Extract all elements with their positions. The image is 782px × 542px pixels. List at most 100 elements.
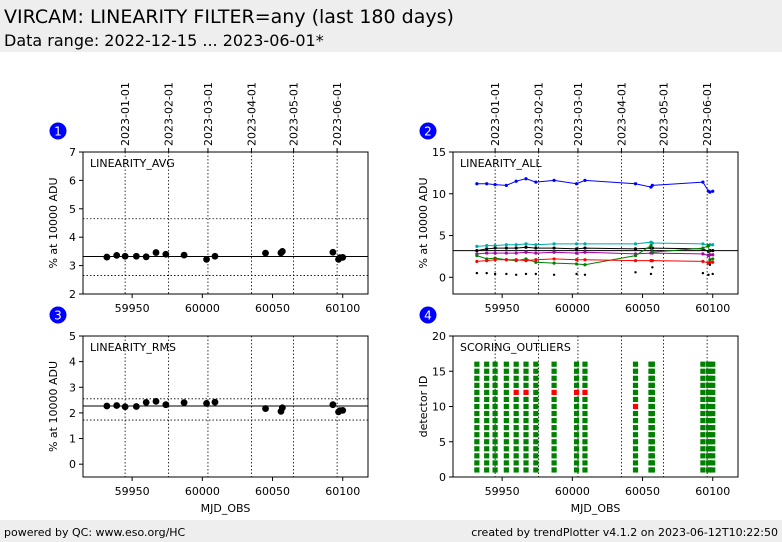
x-tick-label: 60100 bbox=[325, 485, 360, 498]
data-point bbox=[121, 252, 129, 260]
series-line bbox=[476, 251, 713, 257]
series-point bbox=[493, 258, 497, 262]
ok-cell bbox=[707, 425, 713, 431]
series-point bbox=[650, 183, 654, 188]
data-point bbox=[180, 399, 188, 407]
series-point bbox=[633, 258, 638, 263]
ok-cell bbox=[523, 361, 529, 367]
series-point bbox=[583, 258, 587, 262]
ok-cell bbox=[551, 361, 557, 367]
ok-cell bbox=[582, 361, 588, 367]
ok-cell bbox=[523, 382, 529, 388]
ok-cell bbox=[551, 403, 557, 410]
y-tick-label: 3 bbox=[69, 381, 76, 394]
series-point bbox=[493, 243, 497, 248]
data-point bbox=[103, 253, 111, 261]
ok-cell bbox=[700, 410, 706, 417]
ok-cell bbox=[523, 453, 529, 459]
series-point bbox=[524, 272, 528, 276]
data-point bbox=[339, 253, 347, 261]
ok-cell bbox=[474, 460, 480, 466]
ok-cell bbox=[474, 467, 480, 473]
ok-cell bbox=[492, 453, 498, 459]
ok-cell bbox=[513, 396, 519, 403]
x-tick-label: 60050 bbox=[255, 302, 290, 315]
ok-cell bbox=[649, 446, 655, 452]
ok-cell bbox=[710, 368, 716, 374]
ok-cell bbox=[513, 403, 519, 410]
ok-cell bbox=[484, 453, 490, 459]
plot-frame bbox=[82, 335, 369, 478]
ok-cell bbox=[632, 410, 639, 417]
y-tick-label: 5 bbox=[69, 330, 76, 343]
ok-cell bbox=[551, 432, 557, 438]
series-line bbox=[476, 258, 713, 264]
ok-cell bbox=[710, 439, 716, 445]
ok-cell bbox=[551, 439, 557, 445]
ok-cell bbox=[551, 410, 557, 417]
ok-cell bbox=[492, 467, 498, 473]
ok-cell bbox=[474, 375, 480, 381]
ok-cell bbox=[632, 368, 639, 374]
data-point bbox=[262, 405, 269, 412]
ok-cell bbox=[513, 439, 519, 445]
ok-cell bbox=[533, 368, 539, 374]
series-point bbox=[534, 246, 538, 250]
ok-cell bbox=[700, 432, 706, 438]
ok-cell bbox=[503, 361, 509, 367]
date-label: 2023-03-01 bbox=[572, 82, 585, 146]
y-tick-label: 3 bbox=[69, 260, 76, 273]
ok-cell bbox=[492, 432, 498, 438]
ok-cell bbox=[513, 418, 519, 424]
series-point bbox=[514, 251, 518, 255]
ok-cell bbox=[474, 410, 480, 417]
series-point bbox=[504, 246, 508, 250]
ok-cell bbox=[582, 368, 588, 374]
chart-1: 2 3 4 5 6 7 59950 60000 60050 60100 2023-01-01 2023… bbox=[47, 82, 369, 315]
series-point bbox=[524, 250, 528, 254]
series-point bbox=[534, 243, 538, 247]
series-point bbox=[524, 242, 528, 246]
ok-cell bbox=[492, 425, 498, 431]
ok-cell bbox=[492, 368, 498, 374]
ok-cell bbox=[551, 460, 557, 466]
ok-cell bbox=[513, 467, 519, 473]
x-tick-label: 59950 bbox=[115, 302, 150, 315]
series-point bbox=[650, 258, 654, 263]
series-point bbox=[574, 251, 579, 255]
ok-cell bbox=[474, 453, 480, 459]
ok-cell bbox=[582, 460, 588, 466]
chart-number-badge bbox=[49, 122, 67, 140]
ok-cell bbox=[700, 396, 706, 403]
ok-cell bbox=[513, 368, 519, 374]
ok-cell bbox=[632, 418, 639, 424]
ok-cell bbox=[707, 361, 713, 367]
date-label: 2023-05-01 bbox=[288, 82, 301, 146]
data-point bbox=[203, 400, 210, 407]
ok-cell bbox=[632, 396, 639, 403]
date-label: 2023-05-01 bbox=[658, 82, 671, 146]
date-label: 2023-02-01 bbox=[533, 82, 546, 146]
ok-cell bbox=[710, 418, 716, 424]
ok-cell bbox=[484, 375, 490, 381]
ok-cell bbox=[573, 418, 580, 424]
ok-cell bbox=[649, 418, 655, 424]
series-point bbox=[514, 243, 518, 247]
ok-cell bbox=[632, 439, 639, 445]
ok-cell bbox=[649, 396, 655, 403]
series-point bbox=[707, 273, 710, 276]
ok-cell bbox=[492, 361, 498, 367]
ok-cell bbox=[649, 368, 655, 374]
ok-cell bbox=[632, 453, 639, 459]
ok-cell bbox=[503, 410, 509, 417]
chart-title: LINEARITY_AVG bbox=[90, 157, 175, 170]
y-tick-label: 4 bbox=[69, 231, 76, 244]
series-point bbox=[552, 250, 556, 254]
y-tick-label: 10 bbox=[432, 188, 446, 201]
series-point bbox=[701, 271, 705, 275]
ok-cell bbox=[710, 446, 716, 452]
ok-cell bbox=[492, 382, 498, 388]
x-tick-label: 60000 bbox=[185, 302, 220, 315]
ok-cell bbox=[533, 425, 539, 431]
outlier-cell bbox=[632, 403, 639, 410]
